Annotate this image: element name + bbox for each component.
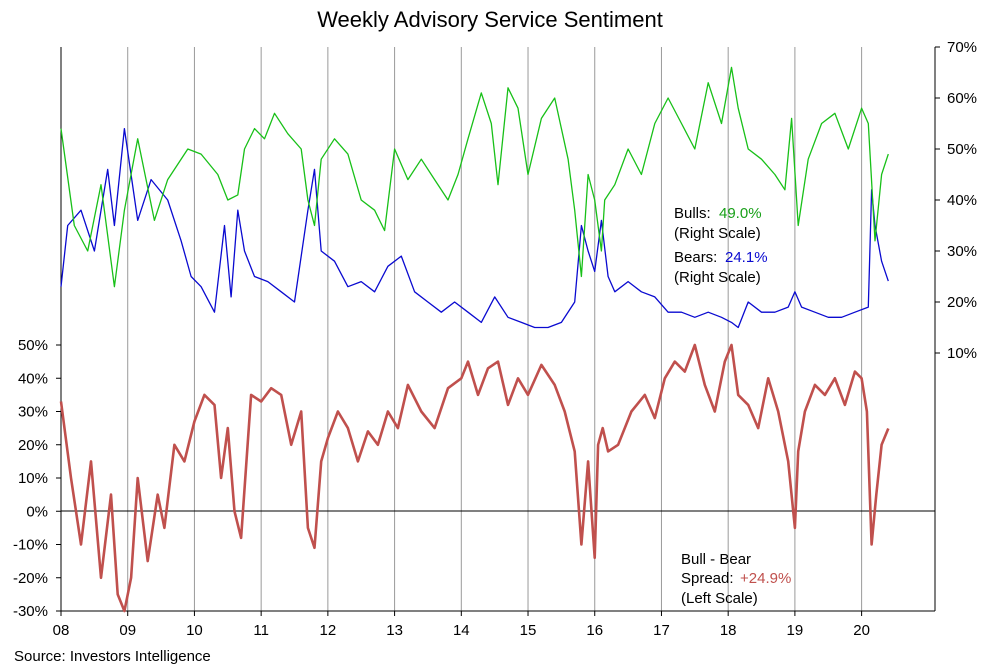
left-tick-label: 40% [18,370,48,387]
bears-value: 24.1% [725,249,768,266]
bears-label: Bears: [674,249,717,266]
series-layer [59,66,890,613]
bears-annotation: Bears: 24.1% (Right Scale) [674,249,768,286]
left-tick-label: 0% [26,503,48,520]
right-tick-label: 60% [947,90,977,107]
spread-value: +24.9% [740,570,791,587]
left-tick-label: 10% [18,470,48,487]
x-tick-label: 14 [453,622,470,639]
bears-line [60,127,889,329]
year-gridlines [127,47,863,611]
x-tick-label: 20 [853,622,870,639]
x-tick-label: 17 [653,622,670,639]
x-tick-label: 16 [586,622,603,639]
bulls-value: 49.0% [719,205,762,222]
right-tick-label: 20% [947,294,977,311]
spread-label: Spread: [681,570,734,587]
right-axis-ticks: 10% 20% 30% 40% 50% 60% 70% [935,39,977,362]
spread-scale: (Left Scale) [681,590,758,607]
chart-title: Weekly Advisory Service Sentiment [317,7,663,32]
right-tick-label: 50% [947,141,977,158]
bulls-line [60,66,889,288]
left-axis-ticks: 50% 40% 30% 20% 10% 0% -10% -20% -30% [13,337,61,620]
x-tick-label: 09 [119,622,136,639]
x-tick-label: 19 [787,622,804,639]
x-axis-ticks: 08 09 10 11 12 13 14 15 16 17 18 19 20 [53,611,870,639]
x-tick-label: 12 [320,622,337,639]
x-tick-label: 11 [253,622,269,639]
spread-line1: Bull - Bear [681,551,751,568]
spread-annotation: Bull - Bear Spread: +24.9% (Left Scale) [681,551,791,607]
left-tick-label: 50% [18,337,48,354]
x-tick-label: 15 [520,622,537,639]
source-note: Source: Investors Intelligence [14,648,211,665]
left-tick-label: -10% [13,537,48,554]
left-tick-label: 20% [18,437,48,454]
left-tick-label: -20% [13,570,48,587]
bulls-label: Bulls: [674,205,711,222]
right-tick-label: 30% [947,243,977,260]
right-tick-label: 40% [947,192,977,209]
x-tick-label: 08 [53,622,70,639]
right-tick-label: 10% [947,345,977,362]
x-tick-label: 13 [386,622,403,639]
left-tick-label: 30% [18,404,48,421]
x-tick-label: 10 [186,622,203,639]
axes [60,47,936,612]
spread-line [59,343,890,613]
bears-scale: (Right Scale) [674,269,761,286]
x-tick-label: 18 [720,622,737,639]
left-tick-label: -30% [13,603,48,620]
bulls-annotation: Bulls: 49.0% (Right Scale) [674,205,762,242]
bulls-scale: (Right Scale) [674,225,761,242]
right-tick-label: 70% [947,39,977,56]
